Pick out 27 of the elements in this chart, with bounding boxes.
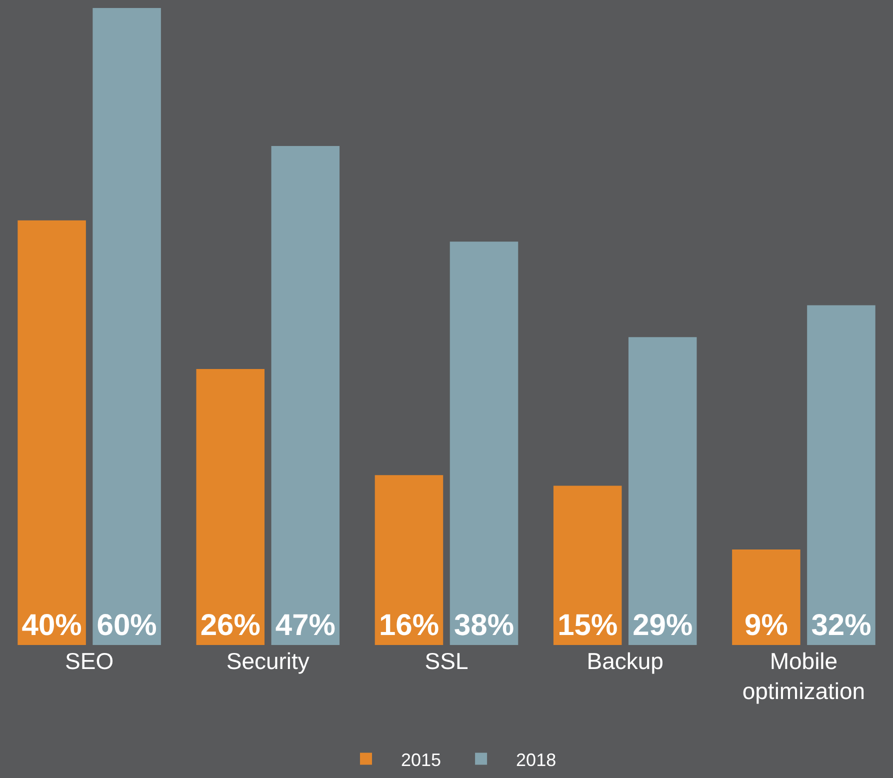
bar <box>553 486 622 645</box>
bar <box>628 337 697 645</box>
data-label: 32% <box>811 609 872 642</box>
data-label: 15% <box>558 609 618 642</box>
x-tick-label: SSL <box>424 648 468 674</box>
data-label: 9% <box>744 609 788 642</box>
bar <box>732 549 800 645</box>
legend-label: 2018 <box>516 750 556 770</box>
data-label: 47% <box>275 609 336 642</box>
bar <box>807 305 876 645</box>
x-tick-label: Mobile optimization <box>742 648 866 704</box>
data-label: 38% <box>454 609 514 642</box>
data-label: 29% <box>632 609 693 642</box>
bar <box>92 8 161 645</box>
legend-label: 2015 <box>401 750 442 770</box>
bar <box>450 242 518 645</box>
x-tick-label: SEO <box>65 648 114 674</box>
data-label: 16% <box>378 609 440 642</box>
bar <box>196 368 265 645</box>
data-label: 40% <box>22 609 82 642</box>
bar <box>18 220 86 645</box>
x-tick-label: Security <box>226 648 310 674</box>
x-tick-label: Backup <box>586 648 664 674</box>
bar <box>271 146 340 645</box>
bar <box>374 475 444 645</box>
data-label: 26% <box>200 609 260 642</box>
data-label: 60% <box>96 609 157 642</box>
